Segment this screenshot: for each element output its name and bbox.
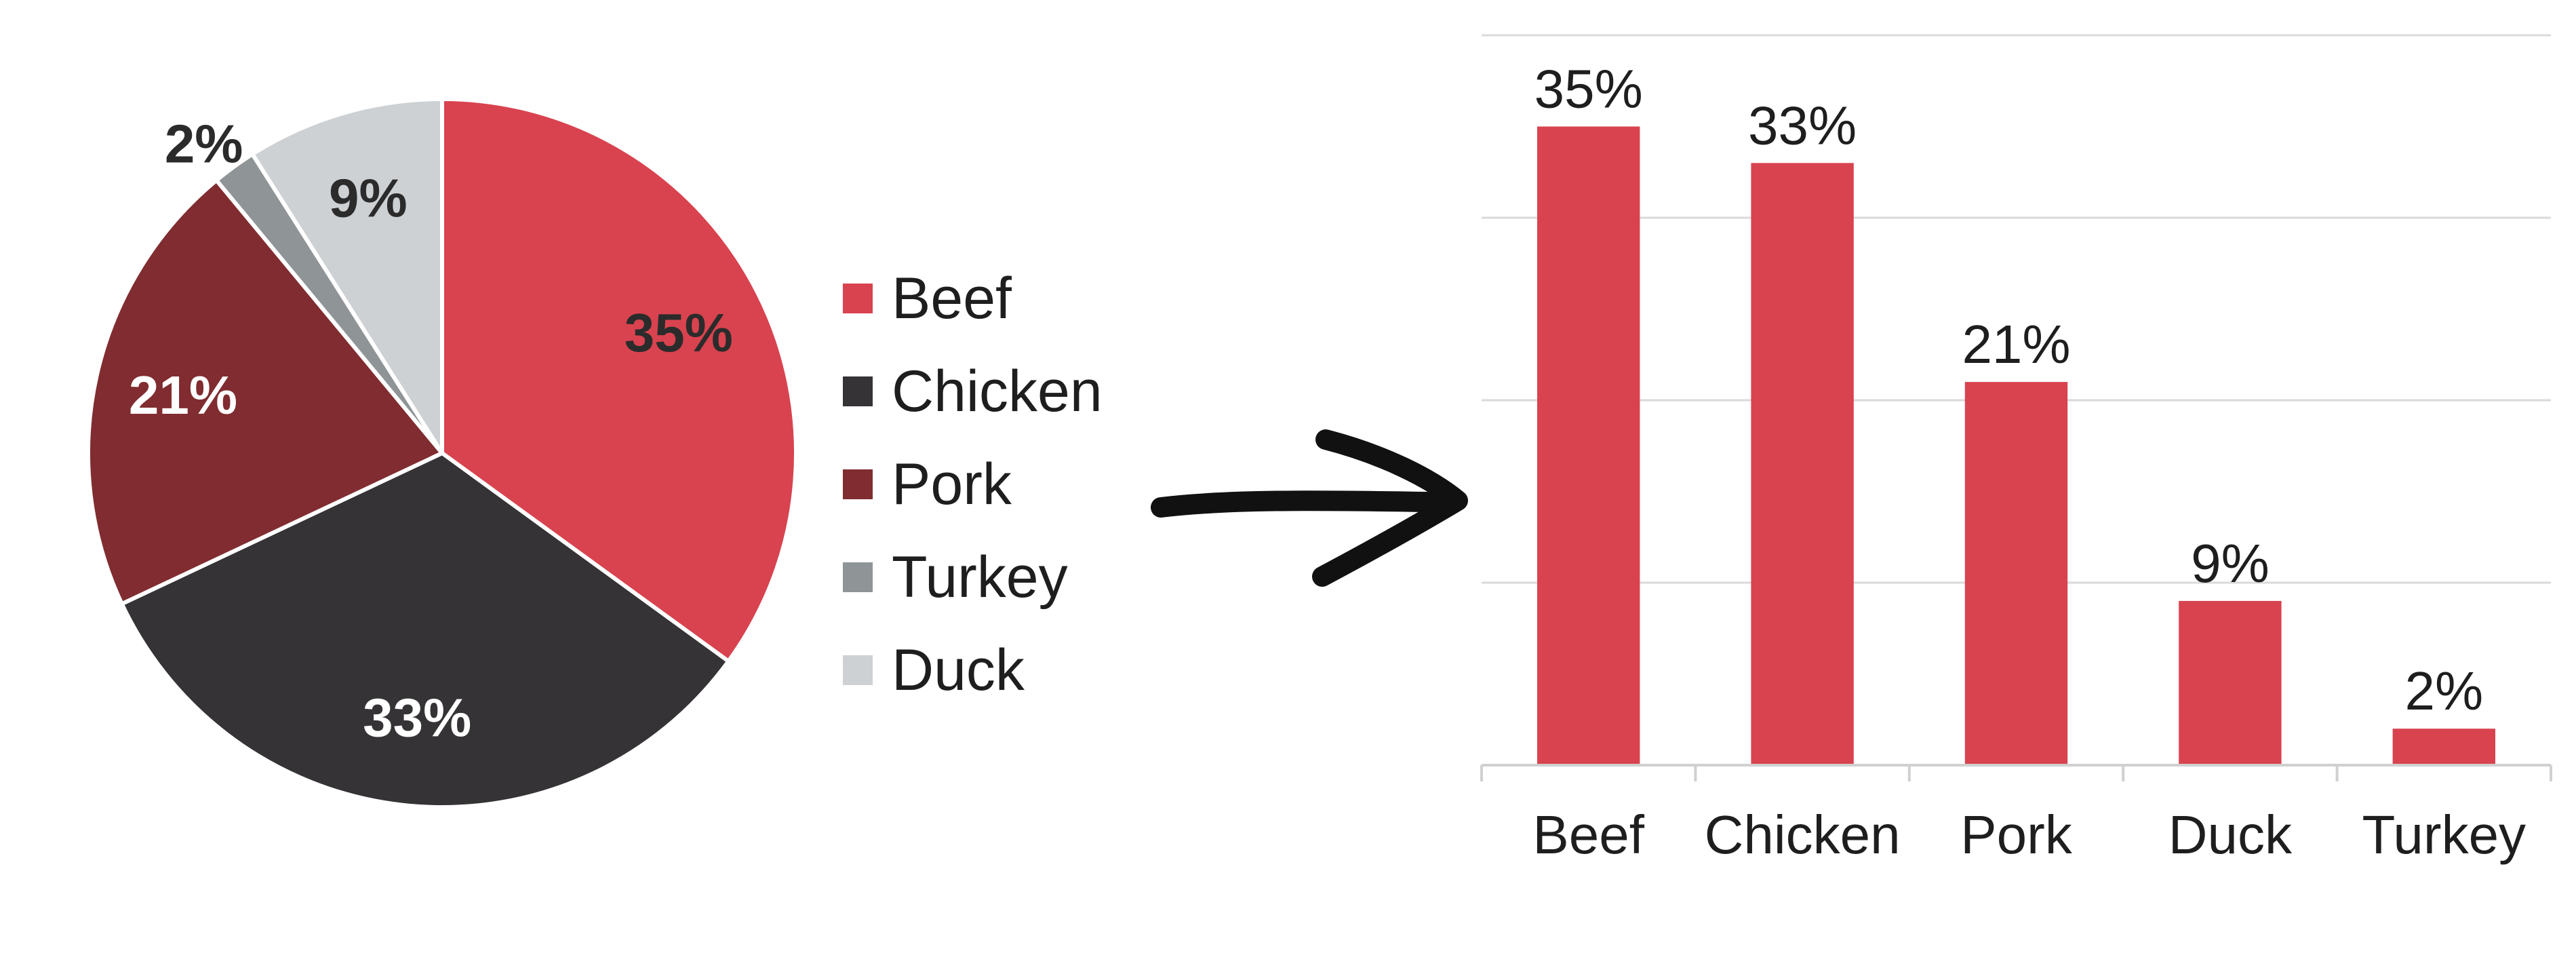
x-tick-label-turkey: Turkey: [2362, 804, 2527, 865]
bar-value-label-chicken: 33%: [1748, 95, 1857, 155]
bar-value-label-turkey: 2%: [2404, 661, 2483, 721]
pie-legend: Beef Chicken Pork Turkey Duck: [843, 266, 1103, 703]
bar-value-label-duck: 9%: [2191, 533, 2270, 594]
bar-pork: [1964, 382, 2068, 765]
pie-value-label-beef: 35%: [625, 303, 733, 363]
pie-slice-pork: [86, 178, 444, 606]
bar-turkey: [2392, 729, 2495, 765]
bar-duck: [2179, 600, 2282, 765]
x-tick-label-duck: Duck: [2168, 804, 2293, 865]
legend-label-beef: Beef: [892, 266, 1012, 331]
legend-swatch-turkey: [843, 562, 873, 592]
pie-slice-chicken: [119, 451, 731, 809]
legend-swatch-chicken: [843, 376, 873, 406]
pie-value-label-chicken: 33%: [363, 687, 471, 748]
bar-chart: 35% 33% 21% 9% 2%: [1534, 59, 2495, 766]
x-tick-label-chicken: Chicken: [1705, 804, 1901, 865]
bar-beef: [1537, 126, 1640, 765]
legend-swatch-duck: [843, 655, 873, 685]
pie-value-labels: 35% 33% 21% 2% 9%: [129, 113, 733, 748]
legend-label-turkey: Turkey: [892, 545, 1068, 610]
bar-value-label-pork: 21%: [1962, 314, 2070, 374]
pie-slice-duck: [250, 97, 444, 455]
bar-chicken: [1751, 163, 1854, 766]
legend-label-pork: Pork: [892, 452, 1012, 517]
x-tick-label-pork: Pork: [1960, 804, 2072, 865]
pie-value-label-turkey: 2%: [165, 113, 243, 174]
legend-label-chicken: Chicken: [892, 359, 1103, 424]
pie-value-label-duck: 9%: [329, 168, 408, 229]
legend-label-duck: Duck: [892, 638, 1025, 703]
legend-swatch-pork: [843, 469, 873, 499]
bar-value-label-beef: 35%: [1534, 59, 1643, 119]
pie-chart: [86, 97, 798, 809]
x-tick-label-beef: Beef: [1532, 804, 1644, 865]
bar-x-axis: Beef Chicken Pork Duck Turkey: [1480, 764, 2552, 865]
pie-value-label-pork: 21%: [129, 365, 237, 425]
legend-swatch-beef: [843, 284, 873, 313]
arrow-right-icon: [1151, 429, 1468, 587]
pie-slice-beef: [440, 97, 798, 663]
